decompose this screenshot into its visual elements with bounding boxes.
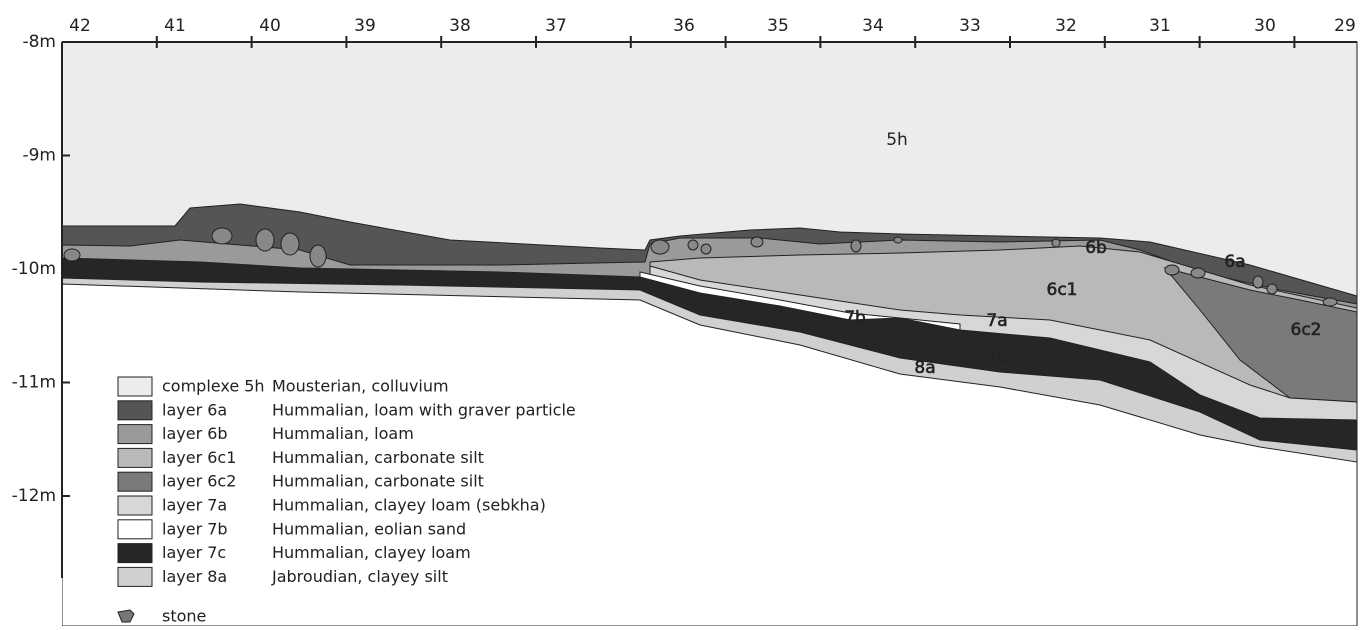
stone	[851, 240, 861, 252]
legend-description: Hummalian, loam with graver particle	[272, 400, 576, 419]
grid-label: 39	[354, 16, 376, 36]
grid-label: 33	[959, 16, 981, 36]
legend-swatch	[118, 567, 152, 586]
depth-label: -12m	[12, 486, 56, 506]
grid-label: 40	[259, 16, 281, 36]
grid-label: 29	[1334, 16, 1356, 36]
legend-swatch	[118, 448, 152, 467]
stone	[64, 249, 80, 261]
legend-description: Jabroudian, clayey silt	[271, 567, 448, 586]
layer-label: 6a	[1224, 252, 1245, 272]
legend-description: Hummalian, loam	[272, 424, 414, 443]
stone	[701, 244, 711, 254]
legend-swatch	[118, 496, 152, 515]
depth-label: -10m	[12, 259, 56, 279]
layer-label: 8a	[914, 358, 935, 378]
legend-description: Hummalian, clayey loam	[272, 543, 471, 562]
grid-label: 42	[69, 16, 91, 36]
legend-code: layer 6c2	[162, 472, 236, 491]
legend-code: layer 6a	[162, 400, 227, 419]
stone	[212, 228, 232, 244]
legend-code: complexe 5h	[162, 377, 265, 396]
legend-description: Hummalian, carbonate silt	[272, 472, 484, 491]
legend-swatch	[118, 425, 152, 444]
legend-code: layer 8a	[162, 567, 227, 586]
grid-label: 37	[545, 16, 567, 36]
layer-label: 7a	[986, 311, 1007, 331]
legend-description: Mousterian, colluvium	[272, 377, 449, 396]
stone	[1267, 284, 1277, 294]
legend-swatch	[118, 401, 152, 420]
grid-label: 38	[449, 16, 471, 36]
stone	[1253, 276, 1263, 288]
grid-label: 35	[767, 16, 789, 36]
legend-swatch	[118, 377, 152, 396]
layer-label: 7b	[844, 308, 866, 328]
legend-code: layer 6b	[162, 424, 228, 443]
layer-label: 6c1	[1047, 280, 1078, 300]
stone	[1052, 239, 1060, 247]
grid-label: 41	[164, 16, 186, 36]
stone	[256, 229, 274, 251]
stone	[281, 233, 299, 255]
grid-label: 31	[1149, 16, 1171, 36]
stone	[310, 245, 326, 267]
legend-swatch	[118, 520, 152, 539]
depth-label: -11m	[12, 373, 56, 393]
legend-swatch	[118, 472, 152, 491]
depth-label: -8m	[22, 32, 56, 52]
stone	[1323, 298, 1337, 306]
legend-code: layer 7c	[162, 543, 226, 562]
stone	[1165, 265, 1179, 275]
stone	[1191, 268, 1205, 278]
grid-label: 32	[1055, 16, 1077, 36]
grid-label: 30	[1254, 16, 1276, 36]
strata	[56, 42, 1357, 626]
layer-label: 6b	[1085, 238, 1107, 258]
stone	[894, 237, 902, 243]
legend-code: layer 6c1	[162, 448, 236, 467]
grid-label: 34	[862, 16, 884, 36]
section-diagram: -8m -9m -10m -11m -12m 42 41 40 39 38 37 36 35 34 33 32…	[0, 0, 1362, 626]
stone	[688, 240, 698, 250]
grid-label: 36	[673, 16, 695, 36]
layer-label: 6c2	[1291, 320, 1322, 340]
layer-label: 5h	[886, 130, 908, 150]
stone-label: stone	[162, 607, 206, 626]
legend-description: Hummalian, eolian sand	[272, 519, 466, 538]
stone	[751, 237, 763, 247]
depth-label: -9m	[22, 146, 56, 166]
legend-description: Hummalian, clayey loam (sebkha)	[272, 496, 546, 515]
legend-description: Hummalian, carbonate silt	[272, 448, 484, 467]
legend-code: layer 7b	[162, 519, 228, 538]
stone	[651, 240, 669, 254]
legend-code: layer 7a	[162, 496, 227, 515]
layer-label: 7c	[987, 347, 1007, 367]
legend-swatch	[118, 544, 152, 563]
